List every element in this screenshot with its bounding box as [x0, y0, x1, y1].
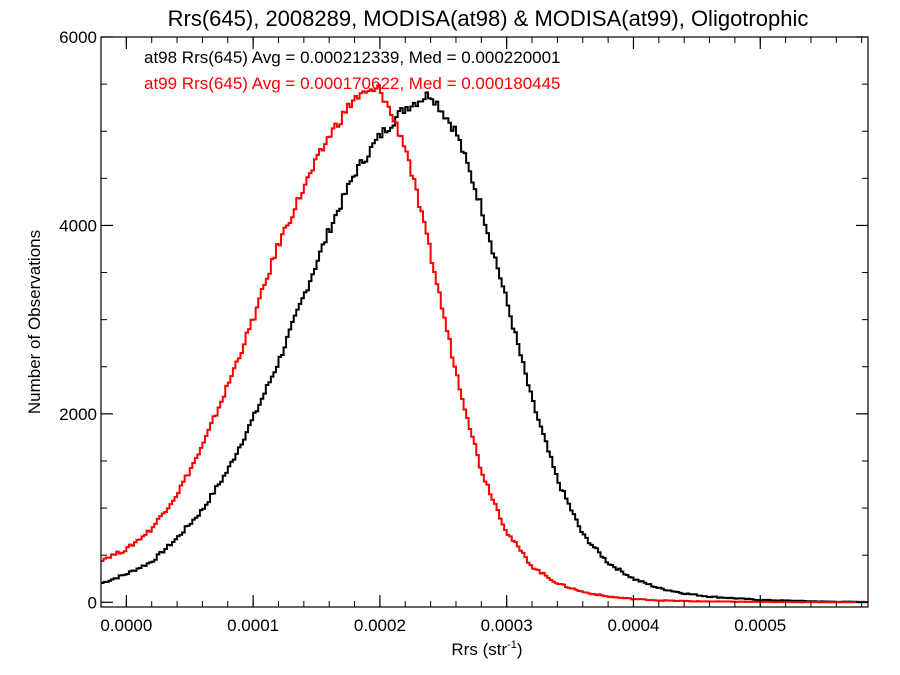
- y-axis: 0 2000 4000 6000: [59, 28, 868, 612]
- plot-frame: [100, 36, 869, 608]
- x-axis: 0.0000 0.0001 0.0002 0.0003 0.0004 0.0005: [100, 37, 863, 635]
- chart-title: Rrs(645), 2008289, MODISA(at98) & MODISA…: [168, 6, 809, 31]
- x-tick-label: 0.0001: [227, 616, 279, 635]
- x-tick-label: 0.0003: [481, 616, 533, 635]
- legend-entry-at98: at98 Rrs(645) Avg = 0.000212339, Med = 0…: [144, 48, 561, 67]
- y-axis-label: Number of Observations: [25, 230, 44, 414]
- x-axis-label-end: ): [517, 640, 523, 659]
- x-axis-label: Rrs (str-1): [451, 639, 522, 659]
- x-axis-label-superscript: -1: [507, 639, 517, 651]
- x-tick-label: 0.0000: [100, 616, 152, 635]
- y-tick-label: 6000: [59, 28, 97, 47]
- series-line-at99: [101, 84, 868, 604]
- series-line-at98: [101, 91, 868, 604]
- legend-entry-at99: at99 Rrs(645) Avg = 0.000170622, Med = 0…: [144, 74, 561, 93]
- x-axis-label-main: Rrs (str: [451, 640, 507, 659]
- y-tick-label: 0: [88, 593, 97, 612]
- x-tick-label: 0.0002: [354, 616, 406, 635]
- x-tick-label: 0.0005: [734, 616, 786, 635]
- series-layer: [101, 84, 868, 604]
- x-tick-label: 0.0004: [607, 616, 659, 635]
- legend: at98 Rrs(645) Avg = 0.000212339, Med = 0…: [144, 48, 561, 93]
- y-tick-label: 4000: [59, 216, 97, 235]
- y-tick-label: 2000: [59, 405, 97, 424]
